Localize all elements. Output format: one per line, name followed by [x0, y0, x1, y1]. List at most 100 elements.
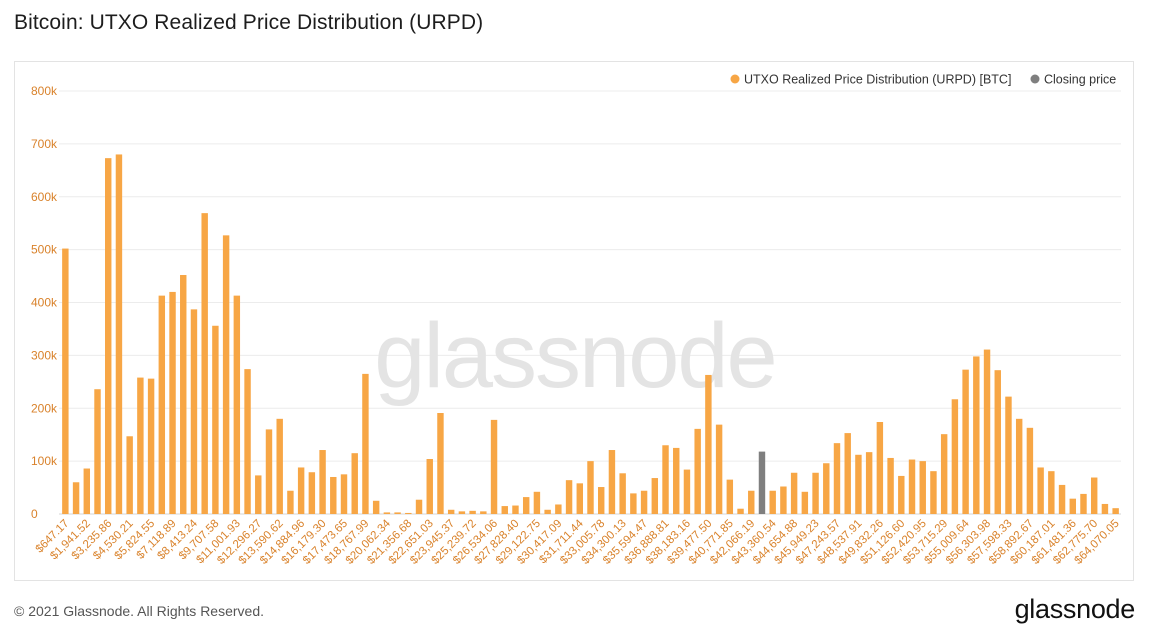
bar [158, 295, 166, 514]
bar [94, 389, 101, 514]
bar [555, 504, 562, 514]
watermark-text: glassnode [374, 305, 775, 407]
bar [973, 356, 980, 514]
bar [330, 476, 337, 514]
bar [823, 463, 830, 514]
legend-urpd-marker [730, 74, 740, 84]
bar [962, 369, 969, 514]
bar [480, 511, 487, 514]
bar [72, 482, 80, 514]
bar [587, 461, 594, 515]
glassnode-logo[interactable]: glassnode [1014, 594, 1136, 624]
legend-closing-label: Closing price [1044, 73, 1116, 87]
bar [276, 418, 283, 514]
bar [1048, 471, 1055, 514]
bar [383, 512, 391, 514]
y-tick-label: 600k [31, 190, 58, 204]
bar [833, 443, 841, 514]
bar [512, 505, 519, 514]
bar [1069, 498, 1076, 514]
bar [522, 497, 530, 514]
bar [426, 459, 433, 514]
bar [180, 275, 187, 514]
bar [651, 478, 659, 514]
bar [919, 461, 926, 515]
bar [940, 434, 948, 514]
bar [1005, 396, 1012, 514]
bar [1101, 503, 1109, 514]
bar [447, 509, 455, 514]
bar [994, 370, 1001, 514]
bar [983, 349, 991, 514]
copyright-text: © 2021 Glassnode. All Rights Reserved. [14, 603, 265, 619]
bar [351, 453, 358, 514]
bar [544, 509, 551, 514]
bar [801, 491, 809, 514]
bar [565, 480, 573, 514]
bar [705, 374, 712, 514]
y-tick-label: 100k [31, 454, 58, 468]
bar [255, 475, 262, 514]
bar [265, 429, 273, 514]
bar [630, 493, 637, 514]
y-tick-label: 200k [31, 401, 58, 415]
bar [683, 469, 691, 514]
bar [694, 428, 701, 514]
bar [469, 510, 476, 514]
bar [844, 433, 851, 514]
y-tick-label: 400k [31, 296, 58, 310]
bar [533, 491, 541, 514]
bar [662, 445, 669, 514]
y-tick-label: 800k [31, 84, 58, 98]
y-tick-label: 700k [31, 137, 58, 151]
bar [608, 450, 616, 514]
closing-price-bar [758, 451, 766, 514]
bar [1026, 427, 1034, 514]
bar [1015, 418, 1023, 514]
bar [169, 291, 176, 514]
bar [115, 154, 123, 514]
bar [790, 472, 798, 514]
bar [244, 369, 251, 514]
bar [769, 490, 776, 514]
bar [147, 378, 155, 514]
bar [726, 479, 734, 514]
bar [458, 511, 466, 514]
bar [951, 399, 959, 514]
bar [1058, 484, 1066, 514]
bar [737, 508, 744, 514]
bar [394, 512, 401, 514]
legend-urpd-label: UTXO Realized Price Distribution (URPD) … [744, 73, 1011, 87]
bar [715, 424, 723, 514]
page-title: Bitcoin: UTXO Realized Price Distributio… [14, 11, 484, 34]
bar [876, 422, 884, 514]
bar [83, 468, 91, 514]
bar [372, 500, 380, 514]
bar [780, 486, 787, 514]
bar [222, 235, 230, 514]
urpd-bar-chart: glassnode 0 100k 200k 300k 400k 500k 600k 700k 8… [31, 73, 1122, 567]
bar [748, 490, 755, 514]
bar [930, 471, 937, 514]
bar [308, 472, 316, 514]
bar [673, 447, 680, 514]
bar [490, 419, 498, 514]
bar [362, 373, 369, 514]
bar [405, 512, 412, 514]
bar [1090, 477, 1098, 514]
bar [887, 457, 894, 514]
bar [898, 475, 905, 514]
bar [619, 473, 626, 514]
bar [233, 295, 241, 514]
bar [62, 248, 69, 514]
bar [1080, 493, 1087, 514]
bar [865, 452, 873, 514]
legend-closing-marker [1030, 74, 1040, 84]
y-tick-label: 0 [31, 507, 38, 521]
bar [501, 506, 508, 514]
bar [855, 454, 862, 514]
bar [908, 459, 916, 514]
bar [598, 487, 605, 514]
bar [1112, 508, 1119, 514]
bar [319, 450, 326, 514]
